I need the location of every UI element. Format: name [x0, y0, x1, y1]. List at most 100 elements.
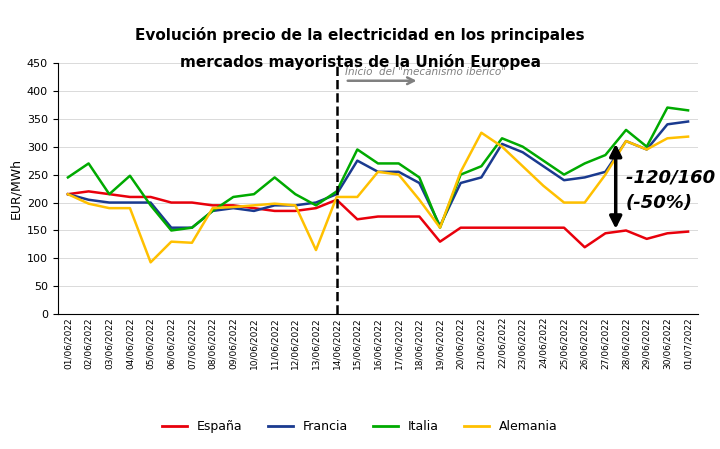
- Alemania: [146, 260, 155, 265]
- Francia: [456, 180, 465, 186]
- España: [539, 225, 548, 230]
- Italia: [601, 152, 610, 158]
- Francia: [105, 200, 114, 205]
- Alemania: [684, 134, 693, 139]
- Alemania: [642, 147, 651, 152]
- Francia: [188, 225, 197, 230]
- Alemania: [601, 172, 610, 177]
- Francia: [229, 206, 238, 211]
- España: [601, 231, 610, 236]
- Italia: [642, 144, 651, 150]
- Francia: [312, 200, 320, 205]
- Italia: [167, 228, 176, 233]
- Alemania: [498, 144, 506, 150]
- Italia: [63, 175, 72, 180]
- Alemania: [84, 201, 93, 207]
- Alemania: [188, 240, 197, 246]
- Line: Italia: Italia: [68, 108, 688, 230]
- Line: España: España: [68, 191, 688, 247]
- Alemania: [663, 136, 672, 141]
- Italia: [270, 175, 279, 180]
- Text: mercados mayoristas de la Unión Europea: mercados mayoristas de la Unión Europea: [179, 54, 541, 70]
- Italia: [84, 161, 93, 166]
- Italia: [580, 161, 589, 166]
- España: [188, 200, 197, 205]
- España: [415, 214, 423, 219]
- Italia: [498, 136, 506, 141]
- Francia: [270, 202, 279, 208]
- Alemania: [250, 202, 258, 208]
- Alemania: [518, 163, 527, 169]
- España: [146, 194, 155, 200]
- Francia: [167, 225, 176, 230]
- España: [374, 214, 382, 219]
- Francia: [436, 223, 444, 229]
- Italia: [208, 208, 217, 214]
- Italia: [684, 108, 693, 113]
- España: [580, 245, 589, 250]
- Francia: [622, 138, 631, 144]
- Line: Francia: Francia: [68, 122, 688, 228]
- Francia: [518, 150, 527, 155]
- España: [518, 225, 527, 230]
- Francia: [601, 169, 610, 175]
- Alemania: [270, 201, 279, 207]
- Alemania: [105, 206, 114, 211]
- Italia: [559, 172, 568, 177]
- Francia: [395, 169, 403, 175]
- Alemania: [477, 130, 486, 136]
- Text: (-50%): (-50%): [626, 194, 693, 212]
- Alemania: [167, 239, 176, 244]
- España: [208, 202, 217, 208]
- Alemania: [456, 169, 465, 175]
- España: [642, 236, 651, 242]
- Text: Inicio  del "mecanismo ibérico": Inicio del "mecanismo ibérico": [345, 67, 506, 77]
- Alemania: [291, 202, 300, 208]
- Francia: [684, 119, 693, 124]
- Alemania: [312, 247, 320, 253]
- España: [105, 191, 114, 197]
- Francia: [539, 163, 548, 169]
- España: [559, 225, 568, 230]
- Italia: [415, 175, 423, 180]
- Francia: [291, 202, 300, 208]
- España: [229, 202, 238, 208]
- Alemania: [125, 206, 134, 211]
- Francia: [642, 147, 651, 152]
- Francia: [580, 175, 589, 180]
- España: [477, 225, 486, 230]
- Italia: [477, 163, 486, 169]
- Alemania: [353, 194, 361, 200]
- España: [312, 206, 320, 211]
- Italia: [622, 127, 631, 132]
- Italia: [312, 202, 320, 208]
- Francia: [84, 197, 93, 202]
- Alemania: [229, 204, 238, 210]
- España: [270, 208, 279, 214]
- España: [84, 189, 93, 194]
- Alemania: [559, 200, 568, 205]
- Italia: [250, 191, 258, 197]
- España: [663, 231, 672, 236]
- Alemania: [395, 172, 403, 177]
- Italia: [395, 161, 403, 166]
- Francia: [498, 141, 506, 146]
- Francia: [559, 177, 568, 183]
- Italia: [146, 202, 155, 208]
- España: [353, 216, 361, 222]
- España: [436, 239, 444, 244]
- Francia: [333, 191, 341, 197]
- Francia: [374, 169, 382, 175]
- Italia: [353, 147, 361, 152]
- Francia: [146, 200, 155, 205]
- España: [456, 225, 465, 230]
- España: [684, 229, 693, 234]
- Alemania: [622, 138, 631, 144]
- Italia: [125, 173, 134, 178]
- Text: Evolución precio de la electricidad en los principales: Evolución precio de la electricidad en l…: [135, 27, 585, 43]
- Francia: [63, 191, 72, 197]
- Italia: [374, 161, 382, 166]
- Alemania: [374, 169, 382, 175]
- Italia: [539, 158, 548, 163]
- Francia: [208, 208, 217, 214]
